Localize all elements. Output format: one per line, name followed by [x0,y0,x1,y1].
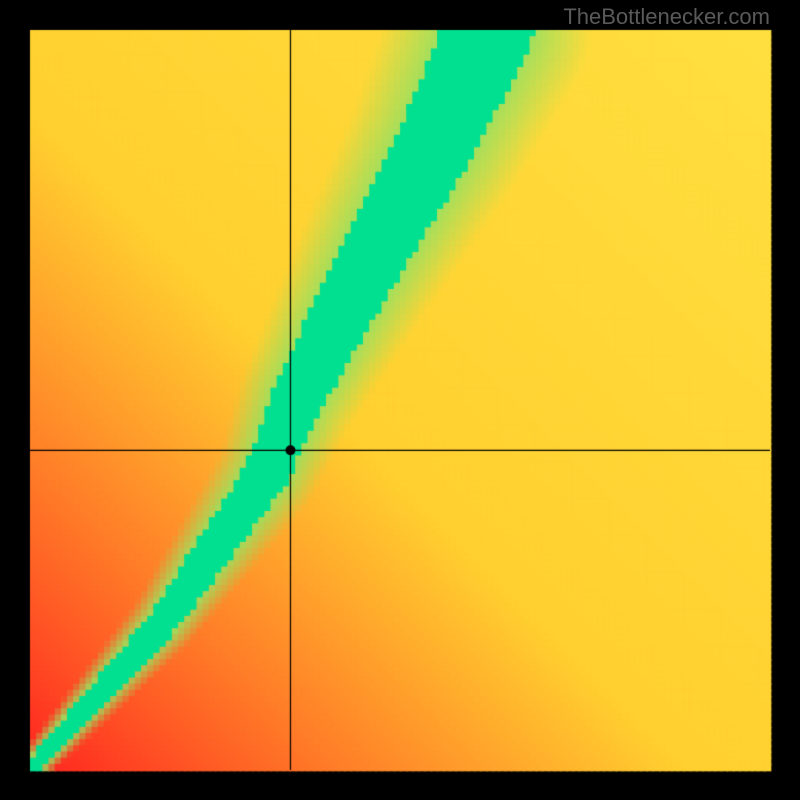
bottleneck-heatmap [0,0,800,800]
watermark-text: TheBottlenecker.com [563,4,770,30]
chart-container: TheBottlenecker.com [0,0,800,800]
